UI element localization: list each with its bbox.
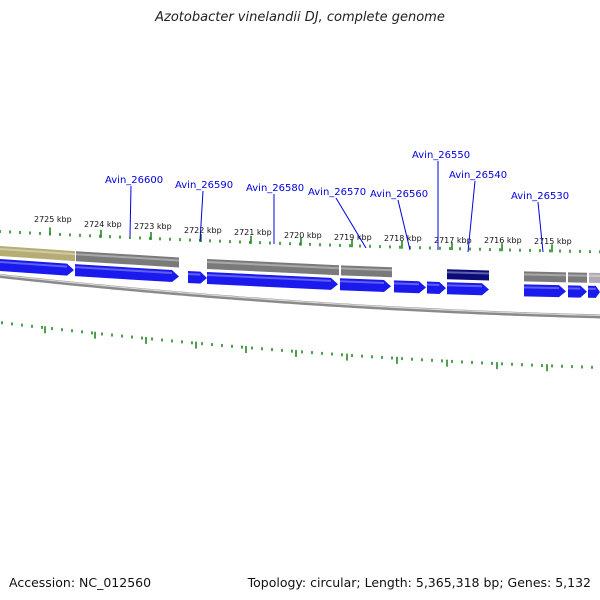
scale-label: 2720 kbp <box>284 231 322 240</box>
cds-highlight <box>393 282 420 286</box>
cds-arrow <box>427 281 446 294</box>
cds-arrow <box>568 285 587 298</box>
gene-segment <box>76 251 179 268</box>
gene-segment <box>568 272 587 283</box>
scale-label: 2721 kbp <box>234 228 272 237</box>
label-leader-line <box>129 185 132 237</box>
label-leaders <box>129 161 544 253</box>
gene-name-labels: Avin_26600 Avin_26590 Avin_26580 Avin_26570… <box>105 150 569 202</box>
gene-label: Avin_26550 <box>412 150 470 161</box>
scale-label: 2718 kbp <box>384 234 422 243</box>
cds-highlight <box>187 272 201 276</box>
gene-segment <box>524 271 566 283</box>
cds-arrow <box>207 271 338 290</box>
gene-highlight <box>206 260 340 270</box>
scale-label: 2724 kbp <box>84 220 122 229</box>
scale-label: 2715 kbp <box>534 237 572 246</box>
label-leader-line <box>467 180 476 253</box>
scale-label: 2716 kbp <box>484 236 522 245</box>
cds-highlight <box>339 280 385 285</box>
backbone-line <box>0 274 600 319</box>
cds-arrow <box>394 280 426 294</box>
gene-highlight <box>75 253 180 262</box>
gene-segment <box>207 258 339 276</box>
gene-highlight <box>340 267 393 272</box>
accession-text: Accession: NC_012560 <box>9 575 152 590</box>
gene-segment <box>0 246 75 262</box>
scale-labels: 2725 kbp 2724 kbp 2723 kbp 2722 kbp 2721 kbp… <box>34 215 572 246</box>
outer-tick-marks <box>0 227 600 254</box>
genome-backbone <box>0 274 600 319</box>
scale-label: 2719 kbp <box>334 233 372 242</box>
cds-highlight <box>0 261 68 268</box>
cds-arrow <box>447 282 489 296</box>
cds-arrow <box>188 270 207 284</box>
gene-label: Avin_26560 <box>370 189 428 200</box>
gene-segment <box>341 265 392 278</box>
cds-highlight <box>206 273 332 282</box>
gene-label: Avin_26570 <box>308 187 366 198</box>
gene-highlight <box>446 271 490 275</box>
gene-label: Avin_26530 <box>511 191 569 202</box>
gene-highlight <box>523 273 567 277</box>
gene-segment <box>447 269 489 281</box>
cds-highlight <box>523 286 560 290</box>
gene-label: Avin_26540 <box>449 170 507 181</box>
inner-tick-marks <box>1 321 593 372</box>
cds-arrow <box>0 259 74 276</box>
topology-text: Topology: circular; Length: 5,365,318 bp… <box>247 575 591 590</box>
gene-label: Avin_26600 <box>105 175 163 186</box>
gene-track <box>0 246 600 298</box>
cds-arrow <box>524 284 566 298</box>
scale-label: 2723 kbp <box>134 222 172 231</box>
gene-segment <box>589 272 600 283</box>
scale-label: 2722 kbp <box>184 226 222 235</box>
backbone-highlight <box>0 274 600 317</box>
map-title: Azotobacter vinelandii DJ, complete geno… <box>155 10 445 25</box>
label-leader-line <box>335 197 367 249</box>
label-leader-line <box>397 199 411 251</box>
gene-label: Avin_26590 <box>175 180 233 191</box>
gene-label: Avin_26580 <box>246 183 304 194</box>
cds-highlight <box>446 284 483 288</box>
label-leader-line <box>199 190 204 242</box>
cds-arrow <box>588 285 600 298</box>
label-leader-line <box>537 201 544 253</box>
scale-label: 2717 kbp <box>434 236 472 245</box>
gene-highlight <box>0 248 76 256</box>
scale-label: 2725 kbp <box>34 215 72 224</box>
cds-arrow <box>340 278 391 293</box>
cds-arrow <box>75 264 179 283</box>
cds-highlight <box>74 266 173 275</box>
